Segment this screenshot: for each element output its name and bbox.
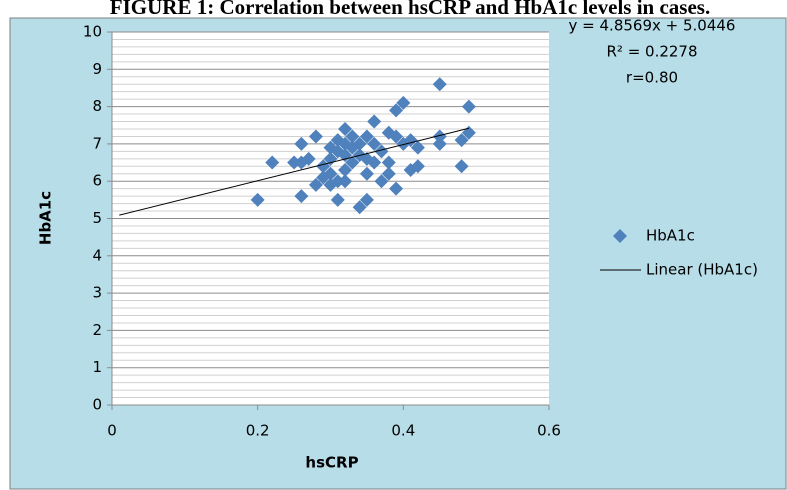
y-tick-label: 3 — [92, 284, 102, 302]
point — [316, 159, 331, 174]
annotation: r=0.80 — [626, 69, 678, 87]
point — [308, 177, 323, 192]
point — [352, 200, 367, 215]
y-tick-label: 4 — [92, 246, 102, 264]
y-tick-label: 1 — [92, 358, 102, 376]
point — [323, 151, 338, 166]
y-tick-label: 7 — [92, 134, 102, 152]
x-tick-label: 0.6 — [537, 422, 561, 440]
x-tick-label: 0.2 — [246, 422, 270, 440]
point — [338, 163, 353, 178]
point — [454, 133, 469, 148]
point — [323, 166, 338, 181]
x-tick-label: 0.4 — [391, 422, 415, 440]
point — [345, 155, 360, 170]
y-tick-label: 5 — [92, 209, 102, 227]
point — [367, 136, 382, 151]
point — [265, 155, 280, 170]
point — [389, 129, 404, 144]
point — [294, 136, 309, 151]
x-axis-title: hsCRP — [305, 454, 358, 472]
y-tick-label: 8 — [92, 97, 102, 115]
point — [410, 159, 425, 174]
legend-label: HbA1c — [646, 227, 695, 245]
point — [345, 129, 360, 144]
point — [352, 136, 367, 151]
point — [308, 129, 323, 144]
point — [432, 136, 447, 151]
point — [461, 99, 476, 114]
y-tick-label: 10 — [83, 23, 102, 41]
y-tick-label: 9 — [92, 60, 102, 78]
point — [294, 189, 309, 204]
y-tick-label: 0 — [92, 396, 102, 414]
point — [454, 159, 469, 174]
point — [374, 174, 389, 189]
point — [410, 140, 425, 155]
point — [338, 121, 353, 136]
point — [301, 151, 316, 166]
legend-label: Linear (HbA1c) — [646, 261, 758, 279]
point — [287, 155, 302, 170]
point — [374, 144, 389, 159]
annotation: y = 4.8569x + 5.0446 — [569, 17, 736, 35]
point — [367, 114, 382, 129]
point — [338, 174, 353, 189]
point — [389, 103, 404, 118]
y-tick-label: 2 — [92, 321, 102, 339]
point — [359, 129, 374, 144]
point — [432, 129, 447, 144]
annotation: R² = 0.2278 — [606, 43, 697, 61]
point — [432, 77, 447, 92]
point — [359, 166, 374, 181]
chart-title: FIGURE 1: Correlation between hsCRP and … — [110, 0, 710, 19]
point — [359, 192, 374, 207]
legend-marker — [613, 229, 627, 243]
point — [367, 155, 382, 170]
point — [330, 174, 345, 189]
trend-line — [119, 127, 470, 216]
point — [381, 166, 396, 181]
point — [330, 192, 345, 207]
y-axis-title: HbA1c — [37, 191, 55, 245]
y-tick-label: 6 — [92, 172, 102, 190]
point — [381, 155, 396, 170]
point — [250, 192, 265, 207]
point — [389, 181, 404, 196]
x-tick-label: 0 — [107, 422, 117, 440]
point — [396, 95, 411, 110]
